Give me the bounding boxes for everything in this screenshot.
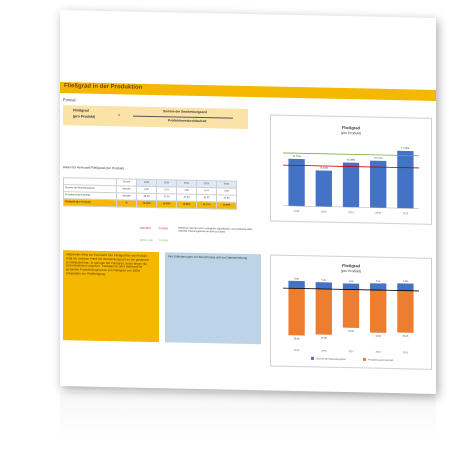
chart1-data-label: 15,79%: [292, 155, 301, 158]
chart1-title: Fließgrad: [342, 125, 361, 130]
chart1-data-label: 14,43%: [320, 167, 329, 170]
soll-value[interactable]: 15,00%: [159, 227, 168, 231]
chart2-legend-label: Produktionsdurchlaufzeit: [368, 359, 394, 363]
gruen-value[interactable]: 10,00%: [159, 239, 168, 243]
chart2-data-label: 34,00: [403, 336, 409, 338]
chart2-legend-swatch: [363, 357, 366, 361]
chart2-bar-bearbeitung: [342, 283, 360, 290]
chart2-bar-durchlauf: [288, 288, 305, 336]
chart2-legend-label: Summe der Bearbeitungszeit: [316, 357, 346, 361]
chart1-data-label: 15,48%: [347, 159, 356, 162]
chart2-bar-durchlauf: [342, 289, 360, 329]
formula-denominator: Produktionsdurchlaufzeit: [168, 118, 207, 124]
chart2-svg: Fließgrad (pro Produkt) 6,00 38,00 2016 5,3…: [283, 263, 419, 363]
formula-equals: =: [118, 112, 121, 118]
chart2-bar-bearbeitung: [370, 283, 387, 291]
chart2-tick-label: 2016: [294, 350, 300, 352]
table-cell[interactable]: 14,43%: [156, 200, 177, 209]
chart1-data-label: 15,77%: [374, 157, 383, 160]
chart1-bar: [315, 170, 332, 207]
spreadsheet-page: Fließgrad in der Produktion Formel: Flie…: [60, 10, 436, 394]
chart2-data-label: 5,34: [322, 280, 327, 282]
chart2-tick-label: 2013: [376, 352, 382, 354]
gruen-label: grüne Linie: [140, 238, 153, 243]
chart1-tick-label: 2016: [294, 210, 300, 213]
title-bar: Fließgrad in der Produktion: [60, 82, 436, 101]
chart1-tick-label: 2013: [375, 212, 381, 215]
chart2-title: Fließgrad: [342, 263, 361, 268]
chart2-data-label: 38,00: [294, 338, 300, 340]
formula-numerator: Summe der Bearbeitungszeit: [163, 109, 207, 115]
table-cell[interactable]: 15,48%: [176, 201, 197, 209]
chart1-data-label: 17,06%: [401, 147, 410, 150]
chart1-tick-label: 2014: [348, 211, 354, 214]
chart2-data-label: 37,00: [321, 338, 327, 340]
chart1-tick-label: 2015: [321, 211, 327, 214]
info-box-notes[interactable]: Ihre Erläuterungen zur Berechnung und zu…: [165, 252, 261, 345]
chart2-bar-bearbeitung: [397, 283, 414, 291]
chart-fliessgrad-components[interactable]: Fließgrad (pro Produkt) 6,00 38,00 2016 5,3…: [270, 254, 432, 370]
chart1-reference-line: [283, 164, 419, 169]
formula-box: Fließgrad (pro Produkt) = Summe der Bear…: [63, 105, 248, 129]
table-cell[interactable]: 15,79%: [136, 200, 157, 208]
chart2-bar-durchlauf: [397, 290, 414, 333]
chart1-bar: [288, 158, 305, 207]
chart1-svg: Fließgrad (pro Produkt) 15,79% 2016 14,43%…: [283, 125, 419, 215]
info-general-text: Allgemeine Infos zur Kennzahl: Der Fließ…: [66, 252, 150, 277]
chart2-data-label: 4,80: [349, 281, 354, 283]
signal-note: Definieren Sie hier noch zusätzliche Sig…: [178, 226, 253, 234]
chart2-tick-label: 2012: [403, 352, 409, 354]
chart2-bar-durchlauf: [370, 289, 387, 333]
chart2-data-label: 34,50: [375, 336, 381, 338]
table-cell[interactable]: 17,06%: [216, 201, 237, 210]
reflection: [60, 392, 436, 442]
chart2-bar-durchlauf: [315, 288, 332, 335]
chart1-x-axis: [283, 205, 419, 209]
formula-left-2: (pro Produkt): [73, 114, 96, 119]
info-box-general: Allgemeine Infos zur Kennzahl: Der Fließ…: [63, 250, 159, 343]
info-notes-text: Ihre Erläuterungen zur Berechnung und zu…: [168, 254, 248, 260]
chart-fliessgrad[interactable]: Fließgrad (pro Produkt) 15,79% 2016 14,43%…: [270, 114, 432, 225]
chart1-subtitle: (pro Produkt): [341, 131, 361, 135]
data-table: Einheit 2016 2015 2014 2013 2012 Summe d…: [63, 177, 237, 210]
table-cell[interactable]: 15,77%: [196, 201, 217, 209]
chart1-bar: [370, 160, 387, 208]
chart2-tick-label: 2014: [348, 351, 354, 353]
chart2-subtitle: (pro Produkt): [341, 269, 361, 273]
data-section-label: Daten für Kennzahl Fließgrad (pro Produk…: [63, 165, 125, 171]
chart1-bar: [397, 150, 414, 209]
table-cell[interactable]: Fließgrad (pro Produkt): [63, 198, 117, 207]
chart2-bar-bearbeitung: [315, 282, 332, 290]
chart1-reference-line: [283, 152, 419, 157]
formula-label: Formel:: [63, 97, 77, 103]
chart2-data-label: 31,00: [348, 331, 354, 333]
chart1-tick-label: 2012: [403, 212, 409, 215]
formula-left-1: Fließgrad: [73, 108, 89, 113]
chart2-data-label: 5,80: [403, 281, 408, 283]
chart2-data-label: 5,44: [376, 281, 381, 283]
table-cell[interactable]: %: [116, 199, 137, 208]
chart1-bar: [342, 162, 360, 208]
page-title: Fließgrad in der Produktion: [64, 83, 143, 91]
chart2-data-label: 6,00: [294, 278, 299, 280]
chart2-bar-bearbeitung: [288, 280, 305, 289]
soll-label: Soll-Wert: [140, 226, 151, 230]
chart2-tick-label: 2015: [321, 351, 327, 353]
chart2-legend-swatch: [311, 356, 314, 360]
chart2-zero-line: [283, 287, 419, 292]
